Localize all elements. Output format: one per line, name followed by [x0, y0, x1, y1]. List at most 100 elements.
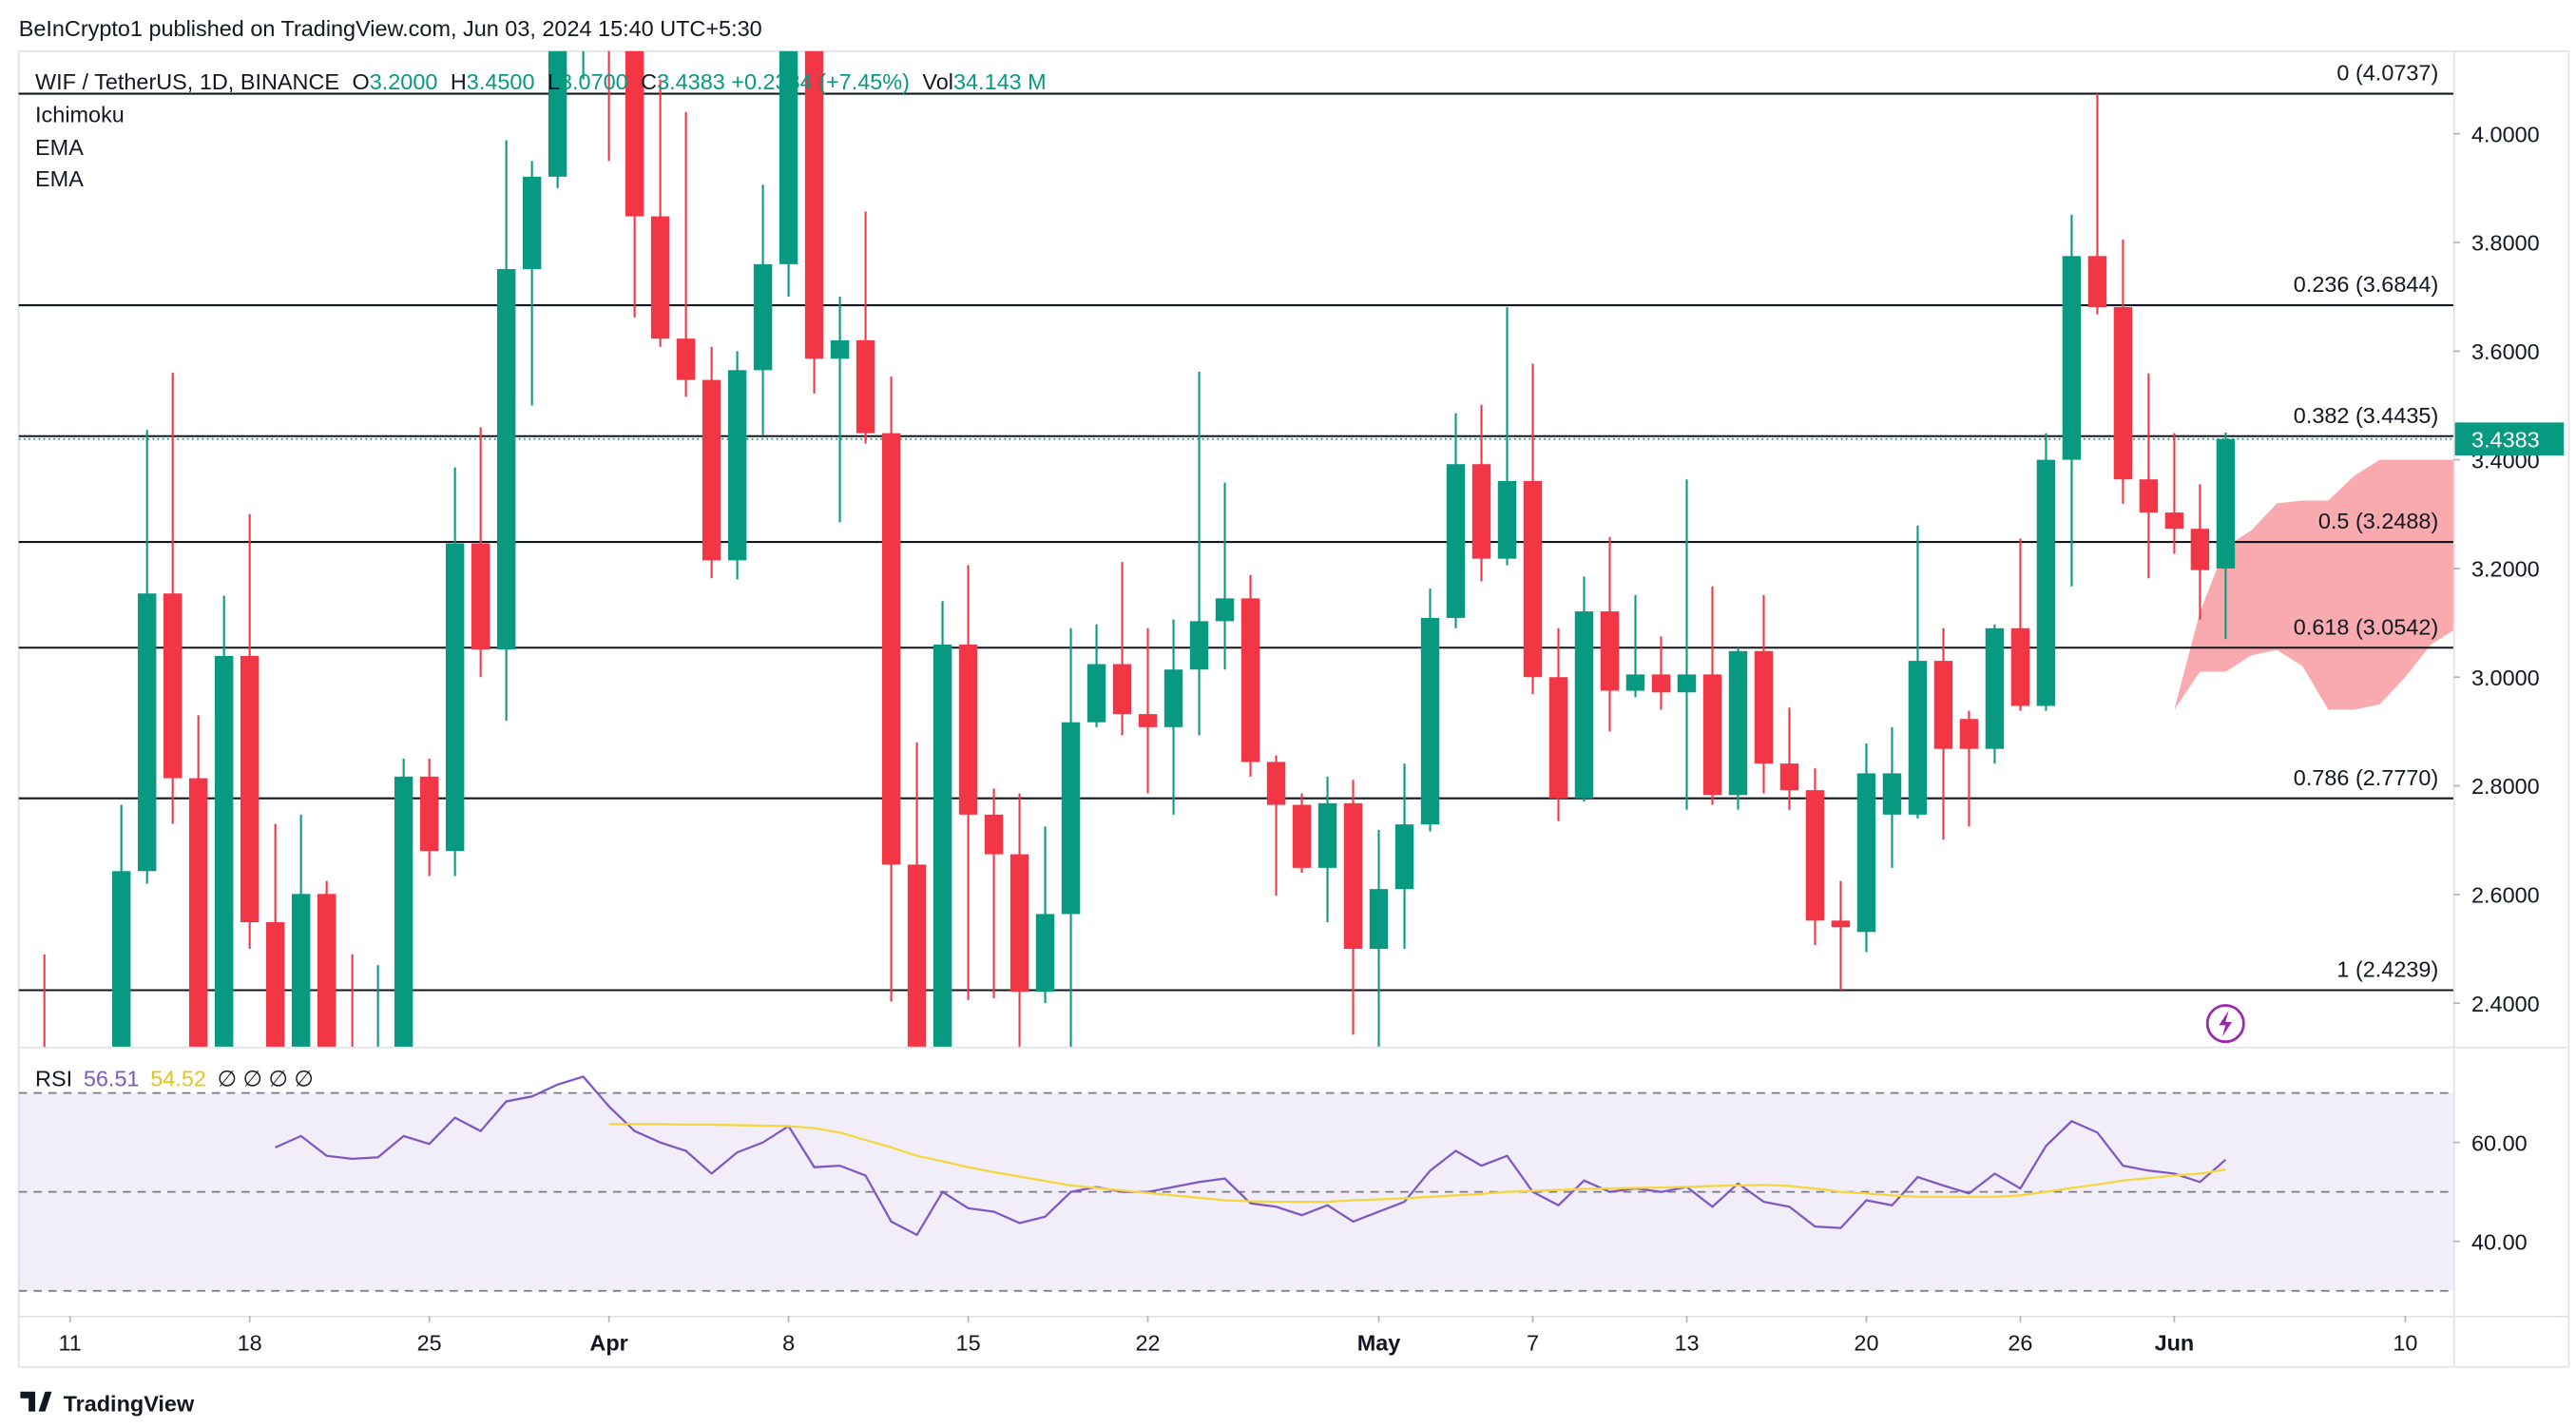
candle-body [727, 370, 747, 561]
candle-body [1369, 889, 1389, 950]
volume: 34.143 M [953, 69, 1047, 94]
candle-body [2062, 256, 2082, 460]
candle-body [1548, 677, 1568, 799]
change: +0.2384 (+7.45%) [731, 69, 910, 94]
fib-label: 0.382 (3.4435) [2294, 403, 2438, 428]
candle-body [676, 338, 696, 380]
candle-body [1240, 598, 1260, 762]
y-tick-label: 4.0000 [2471, 122, 2540, 146]
indicator-name: EMA [35, 135, 84, 160]
rsi-y-tick-label: 40.00 [2471, 1229, 2528, 1254]
candle-body [1625, 674, 1645, 691]
x-tick-label: Apr [589, 1330, 627, 1355]
candle-body [2190, 529, 2210, 570]
rsi-placeholders: ∅ ∅ ∅ ∅ [218, 1067, 314, 1091]
y-tick-label: 3.6000 [2471, 339, 2540, 364]
high-label: H [451, 69, 467, 94]
candle-body [1420, 617, 1440, 825]
candle-body [1317, 802, 1337, 868]
x-tick-label: 25 [417, 1330, 442, 1355]
candle-body [779, 50, 798, 264]
candle-body [1574, 611, 1594, 799]
candle-body [1856, 773, 1876, 933]
low-value: 3.0700 [560, 69, 628, 94]
x-tick-label: 22 [1136, 1330, 1161, 1355]
candle-body [1292, 804, 1312, 868]
candle-body [855, 339, 875, 434]
candle-body [1728, 650, 1748, 796]
candle-body [1600, 611, 1620, 691]
candle-body [625, 50, 644, 217]
x-tick-label: 11 [59, 1330, 82, 1355]
fib-label: 0.618 (3.0542) [2294, 614, 2438, 639]
x-tick-label: 13 [1674, 1330, 1699, 1355]
y-tick-label: 2.4000 [2471, 992, 2540, 1016]
candle-body [1446, 464, 1466, 618]
rsi-ma-readout: 54.52 [150, 1067, 206, 1091]
candle-body [1112, 664, 1132, 715]
candle-body [1163, 669, 1183, 727]
fib-layer: 0 (4.0737) 0.236 (3.6844) 0.382 (3.4435) 0.… [18, 61, 2453, 992]
candle-body [522, 176, 542, 270]
x-tick-label: 10 [2393, 1330, 2417, 1355]
candle-body [2164, 512, 2184, 530]
axes-layer: 2.40002.60002.80003.00003.20003.40003.60… [59, 122, 2565, 1355]
brand: TradingView [64, 1392, 195, 1417]
candle-body [1805, 790, 1825, 921]
candle-body [1189, 621, 1209, 670]
open-label: O [352, 69, 369, 94]
candle-body [1471, 464, 1491, 559]
candle-body [496, 269, 516, 650]
x-tick-label: May [1357, 1330, 1401, 1355]
candle-body [1215, 598, 1235, 622]
lightning-icon[interactable] [2205, 1004, 2245, 1044]
x-tick-label: 20 [1854, 1330, 1878, 1355]
candle-body [1266, 762, 1286, 805]
candle-body [1908, 661, 1928, 815]
candle-body [1933, 661, 1953, 749]
high-value: 3.4500 [467, 69, 535, 94]
candle-body [1061, 722, 1081, 915]
candle-body [1702, 674, 1722, 796]
candle-body [1343, 802, 1363, 950]
header: WIF / TetherUS, 1D, BINANCE O3.2000 H3.4… [35, 69, 1047, 94]
candle-body [317, 894, 336, 1047]
indicator-name: EMA [35, 166, 84, 191]
candle-body [881, 433, 901, 865]
candle-body [932, 644, 952, 1047]
fib-label: 1 (2.4239) [2336, 957, 2438, 982]
candle-body [1497, 480, 1517, 559]
y-tick-label: 3.0000 [2471, 666, 2540, 690]
candle-body [1138, 714, 1158, 727]
candle-body [163, 593, 183, 779]
candle-body [2216, 438, 2236, 569]
candle-body [2113, 307, 2133, 480]
x-tick-label: 8 [782, 1330, 795, 1355]
candle-body [265, 922, 285, 1047]
open-value: 3.2000 [370, 69, 438, 94]
candle-body [1677, 674, 1697, 693]
candles-layer [43, 50, 2236, 1047]
candle-body [753, 263, 773, 371]
candle-body [1009, 854, 1029, 993]
candle-body [2087, 256, 2107, 308]
candle-body [702, 379, 721, 561]
fib-label: 0.5 (3.2488) [2318, 509, 2438, 533]
indicator-name: Ichimoku [35, 102, 125, 126]
candle-body [188, 778, 208, 1047]
x-tick-label: 15 [956, 1330, 981, 1355]
rsi-layer [18, 1075, 2453, 1292]
rsi-legend: RSI 56.51 54.52 ∅ ∅ ∅ ∅ [35, 1067, 314, 1091]
candle-body [445, 543, 465, 852]
low-label: L [548, 69, 560, 94]
fib-label: 0 (4.0737) [2336, 61, 2438, 86]
x-tick-label: 26 [2008, 1330, 2032, 1355]
close-value: 3.4383 [657, 69, 725, 94]
candle-body [419, 776, 439, 852]
candle-body [2010, 627, 2030, 706]
candle-body [958, 644, 978, 815]
candle-body [137, 593, 157, 872]
candle-body [650, 216, 670, 339]
candle-body [1651, 674, 1671, 693]
